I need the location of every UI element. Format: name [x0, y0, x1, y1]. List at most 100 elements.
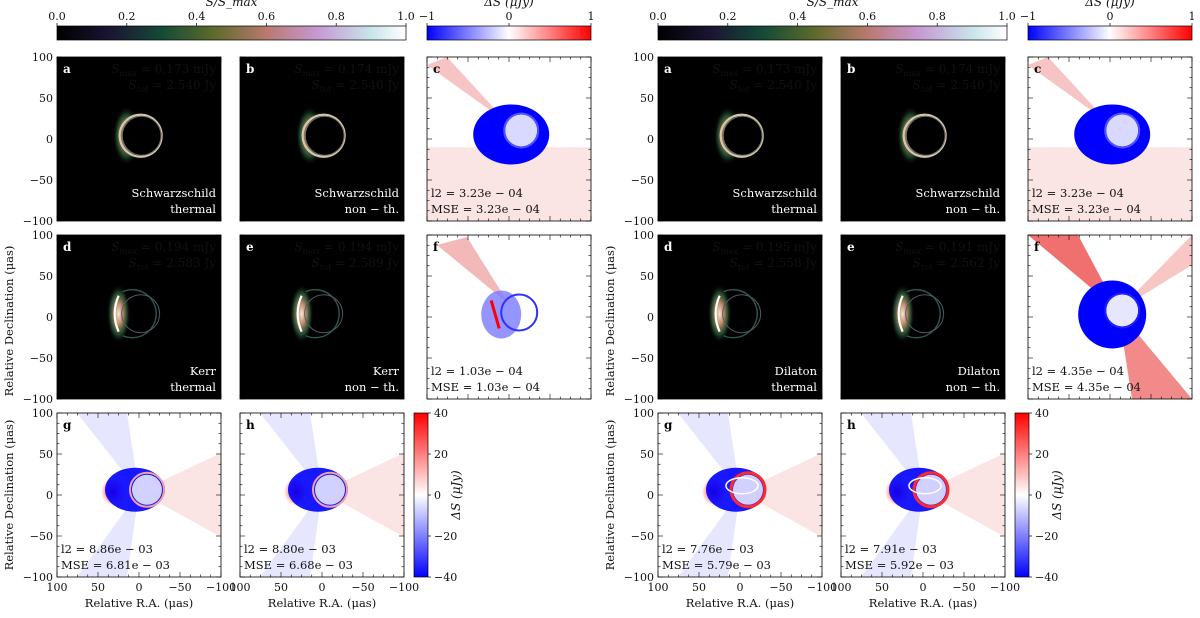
- inner-ring: [121, 115, 162, 156]
- shadow: [305, 116, 344, 155]
- model-label: Schwarzschild: [916, 186, 1001, 200]
- ring-hole: [505, 114, 538, 147]
- colorbar-tick-label: 0.8: [327, 10, 345, 23]
- bright-edge: [714, 295, 721, 333]
- red-lobe: [1028, 235, 1119, 311]
- y-tick-label: −50: [631, 530, 654, 543]
- y-tick-label: 0: [46, 311, 53, 324]
- crescent-arc: [122, 289, 157, 339]
- colorbar-fill: [657, 25, 1008, 41]
- y-axis-label: Relative Declination (μas): [603, 246, 617, 397]
- y-tick-label: 50: [640, 270, 654, 283]
- y-tick-label: −50: [30, 530, 53, 543]
- colorbar-tick-label: 1: [1189, 10, 1196, 23]
- blue-lobe: [260, 413, 322, 492]
- colorbar-label: ΔS (μJy): [1050, 470, 1064, 521]
- colorbar-tick-label: 0.6: [258, 10, 276, 23]
- bright-crescent: [890, 283, 915, 344]
- panel-letter: e: [847, 240, 855, 254]
- l2-label: l2 = 8.86e − 03: [61, 542, 153, 556]
- y-tick-label: 0: [647, 311, 654, 324]
- colorbar-tick-label: 1.0: [397, 10, 415, 23]
- red-lobe: [1118, 235, 1192, 311]
- intensity-colorbar: 0.0 0.2 0.4 0.6 0.8 1.0 S/S_max: [649, 0, 1016, 41]
- stot-label: Stot = 2.558 Jy: [730, 256, 818, 272]
- bright-crescent: [289, 283, 314, 344]
- panel-letter: e: [246, 240, 254, 254]
- panel-c: c l2 = 3.23e − 04 MSE = 3.23e − 04: [426, 56, 592, 222]
- inner-ring: [304, 115, 345, 156]
- x-tick-label: 50: [274, 581, 288, 594]
- colorbar-tick-label: 1.0: [998, 10, 1016, 23]
- colorbar-label: S/S_max: [206, 0, 258, 9]
- y-tick-label: −50: [30, 352, 53, 365]
- panel-letter: b: [246, 62, 254, 76]
- y-tick-label: −100: [624, 571, 654, 584]
- crescent-arc: [906, 289, 941, 339]
- colorbar-tick-label: 1: [588, 10, 595, 23]
- x-axis-label: Relative R.A. (μas): [869, 596, 977, 610]
- model-label: Dilaton: [958, 364, 1001, 378]
- intensity-colorbar: 0.0 0.2 0.4 0.6 0.8 1.0 S/S_max: [48, 0, 415, 41]
- red-lobe: [437, 237, 510, 305]
- y-tick-label: 100: [633, 229, 654, 242]
- y-tick-label: −50: [30, 174, 53, 187]
- colorbar-tick-label: −1: [1020, 10, 1036, 23]
- emission-label: thermal: [771, 380, 817, 394]
- panel-letter: h: [847, 418, 856, 432]
- difference-colorbar: −1 0 1 ΔS (μJy): [419, 0, 595, 41]
- stot-label: Stot = 2.540 Jy: [312, 78, 400, 94]
- smax-label: Smax = 0.174 mJy: [294, 62, 399, 78]
- x-tick-label: −50: [168, 581, 191, 594]
- colorbar-label: ΔS (μJy): [1084, 0, 1135, 9]
- shadow: [122, 116, 161, 155]
- l2-label: l2 = 4.35e − 04: [1032, 364, 1124, 378]
- blue-lobe: [861, 491, 923, 577]
- colorbar-fill: [426, 25, 592, 41]
- emission-label: non − th.: [345, 380, 399, 394]
- red-lobe: [322, 453, 404, 537]
- mse-label: MSE = 4.35e − 04: [1032, 380, 1141, 394]
- stot-label: Stot = 2.540 Jy: [730, 78, 818, 94]
- ring: [129, 471, 165, 508]
- crescent-arc: [305, 289, 340, 339]
- ring-hole: [315, 474, 345, 505]
- ring: [503, 112, 540, 149]
- red-streak: [489, 300, 501, 329]
- panel-letter: a: [63, 62, 71, 76]
- l2-label: l2 = 3.23e − 04: [1032, 186, 1124, 200]
- bright-crescent: [707, 283, 732, 344]
- mse-label: MSE = 3.23e − 04: [1032, 202, 1141, 216]
- y-tick-label: 0: [647, 133, 654, 146]
- model-label: Kerr: [373, 364, 400, 378]
- ring-hole: [132, 474, 162, 505]
- blue-lobe: [861, 413, 923, 492]
- blue-lobe: [678, 491, 740, 577]
- mse-label: MSE = 1.03e − 04: [431, 380, 540, 394]
- figure-group-kerr: Relative Declination (μas) Relative Decli…: [2, 51, 592, 610]
- colorbar-fill: [1014, 412, 1030, 578]
- colorbar-label: ΔS (μJy): [483, 0, 534, 9]
- ring-hole: [1106, 294, 1139, 327]
- emission-label: non − th.: [946, 202, 1000, 216]
- colorbar-tick-label: 0.2: [719, 10, 737, 23]
- smax-label: Smax = 0.173 mJy: [111, 62, 216, 78]
- x-tick-label: 50: [91, 581, 105, 594]
- red-lobe: [139, 453, 221, 537]
- colorbar-label: S/S_max: [807, 0, 859, 9]
- red-lobe: [740, 453, 822, 537]
- colorbar-fill: [56, 25, 407, 41]
- y-tick-label: 100: [32, 407, 53, 420]
- mse-label: MSE = 5.79e − 03: [662, 558, 771, 572]
- y-tick-label: 100: [32, 229, 53, 242]
- panel-letter: g: [63, 418, 72, 432]
- mse-label: MSE = 6.81e − 03: [61, 558, 170, 572]
- x-tick-label: 50: [692, 581, 706, 594]
- colorbar-tick-label: 0.6: [859, 10, 877, 23]
